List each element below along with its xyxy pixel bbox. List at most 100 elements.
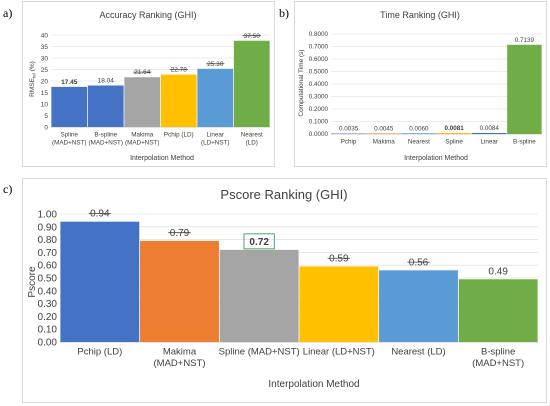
y-tick-label: 0.3000 <box>309 94 329 101</box>
data-label-highlight-box <box>243 233 275 250</box>
y-tick-label: 0.40 <box>38 286 58 297</box>
y-tick-label: 0.1000 <box>309 119 329 126</box>
chart-b-ylabel: Computational Time (s) <box>298 49 305 116</box>
x-tick-label: Makima <box>131 131 154 138</box>
x-tick-label: Linear <box>206 131 224 138</box>
x-tick-label: Pchip (LD) <box>77 347 122 358</box>
y-tick-label: 0.4000 <box>309 81 329 88</box>
time-ranking-chart: Time Ranking (GHI) Computational Time (s… <box>294 1 547 167</box>
panel-letter-a: a) <box>3 6 13 20</box>
data-label: 0.59 <box>329 253 349 264</box>
accuracy-ranking-chart: Accuracy Ranking (GHI) RMSErel (%) 0 5 10 1… <box>22 1 275 167</box>
data-label: 21.64 <box>134 69 151 76</box>
chart-a-ylabel: RMSErel (%) <box>29 61 37 97</box>
data-label: 0.56 <box>409 257 429 268</box>
bar <box>124 77 161 127</box>
x-tick-label: Makima <box>373 138 396 145</box>
y-tick-label: 0.70 <box>38 248 58 259</box>
pscore-ranking-chart: Pscore Ranking (GHI) Pscore 0.00 0.10 0.20… <box>22 178 547 403</box>
x-tick-label: (MAD+NST) <box>472 358 524 369</box>
data-label: 18.04 <box>98 78 115 85</box>
accuracy-chart-svg: Accuracy Ranking (GHI) RMSErel (%) 0 5 10 1… <box>22 1 275 167</box>
data-label: 0.0060 <box>409 125 429 132</box>
y-tick-label: 25 <box>41 67 49 74</box>
y-tick-label: 0.0000 <box>309 131 329 138</box>
y-tick-label: 0.7000 <box>309 44 329 51</box>
y-tick-label: 0.00 <box>38 338 58 349</box>
bar <box>233 40 270 127</box>
data-label: 0.49 <box>488 266 508 277</box>
chart-c-ylabel: Pscore <box>27 266 38 298</box>
data-label: 0.0035 <box>339 126 359 133</box>
data-label: 37.50 <box>244 33 261 40</box>
chart-b-value-labels: 0.0035 0.0045 0.0060 0.0081 0.0084 0.7139 <box>339 37 535 133</box>
bar <box>299 266 379 342</box>
chart-c-xlabel: Interpolation Method <box>268 379 359 390</box>
bar <box>436 132 472 134</box>
chart-a-ylabel-main: RMSE <box>29 77 36 96</box>
x-tick-label: Nearest <box>241 131 263 138</box>
x-tick-label: Spline <box>445 138 463 145</box>
chart-c-title: Pscore Ranking (GHI) <box>220 187 347 202</box>
x-tick-label: Pchip (LD) <box>164 131 194 138</box>
x-tick-label: B-spline <box>513 138 536 145</box>
y-tick-label: 20 <box>41 78 49 85</box>
bar <box>87 85 124 127</box>
panel-letter-b: b) <box>279 6 289 20</box>
chart-c-x-ticks: Pchip (LD) Makima(MAD+NST)Spline (MAD+NST… <box>77 347 524 370</box>
chart-c-bars <box>60 221 538 342</box>
y-tick-label: 0.2000 <box>309 106 329 113</box>
y-tick-label: 0.20 <box>38 312 58 323</box>
y-tick-label: 0.90 <box>38 222 58 233</box>
y-tick-label: 0.60 <box>38 261 58 272</box>
pscore-chart-svg: Pscore Ranking (GHI) Pscore 0.00 0.10 0.20… <box>22 178 547 403</box>
data-label: 0.0081 <box>444 125 464 132</box>
panel-letter-c: c) <box>3 182 13 196</box>
bar <box>458 279 538 342</box>
chart-b-xlabel: Interpolation Method <box>404 155 468 162</box>
chart-a-gridlines <box>51 34 270 128</box>
y-tick-label: 15 <box>41 90 49 97</box>
x-tick-label: Pchip <box>341 138 357 145</box>
y-tick-label: 0.30 <box>38 299 58 310</box>
chart-a-xlabel: Interpolation Method <box>130 155 194 162</box>
data-label: 0.0045 <box>374 125 394 132</box>
x-tick-label: (MAD+NST) <box>125 140 159 147</box>
chart-b-title: Time Ranking (GHI) <box>380 10 460 20</box>
y-tick-label: 5 <box>44 113 48 120</box>
bar <box>51 86 88 127</box>
y-tick-label: 10 <box>41 101 49 108</box>
bar <box>472 132 507 134</box>
bar <box>366 133 401 134</box>
x-tick-label: Linear <box>480 138 498 145</box>
y-tick-label: 40 <box>41 32 49 39</box>
chart-a-value-labels: 17.45 18.04 21.64 22.78 25.30 37.50 <box>61 33 261 86</box>
data-label: 17.45 <box>61 79 78 86</box>
data-label: 0.7139 <box>515 37 535 44</box>
bar <box>507 44 542 135</box>
chart-a-ylabel-tail: (%) <box>29 61 36 73</box>
y-tick-label: 1.00 <box>38 210 58 221</box>
y-tick-label: 0 <box>44 124 48 131</box>
y-tick-label: 0.5000 <box>309 69 329 76</box>
chart-b-bars <box>331 44 542 135</box>
bar <box>219 249 299 342</box>
y-tick-label: 30 <box>41 55 49 62</box>
bar <box>197 68 234 127</box>
chart-a-ylabel-sub: rel <box>32 73 37 78</box>
x-tick-label: Makima <box>163 347 197 358</box>
y-tick-label: 0.10 <box>38 325 58 336</box>
y-tick-label: 0.8000 <box>309 31 329 38</box>
chart-c-y-ticks: 0.00 0.10 0.20 0.30 0.400.50 0.60 0.70 0.80 0.90… <box>38 210 58 349</box>
chart-a-title: Accuracy Ranking (GHI) <box>99 10 196 20</box>
data-label: 0.79 <box>170 228 190 239</box>
x-tick-label: Linear (LD+NST) <box>303 347 375 358</box>
bar <box>160 74 197 127</box>
x-tick-label: Spline <box>60 131 78 138</box>
data-label: 0.94 <box>90 209 110 220</box>
bar <box>401 133 437 134</box>
x-tick-label: (MAD+NST) <box>89 140 123 147</box>
x-tick-label: (LD) <box>246 140 258 147</box>
x-tick-label: (MAD+NST) <box>52 140 86 147</box>
bar <box>60 221 140 342</box>
